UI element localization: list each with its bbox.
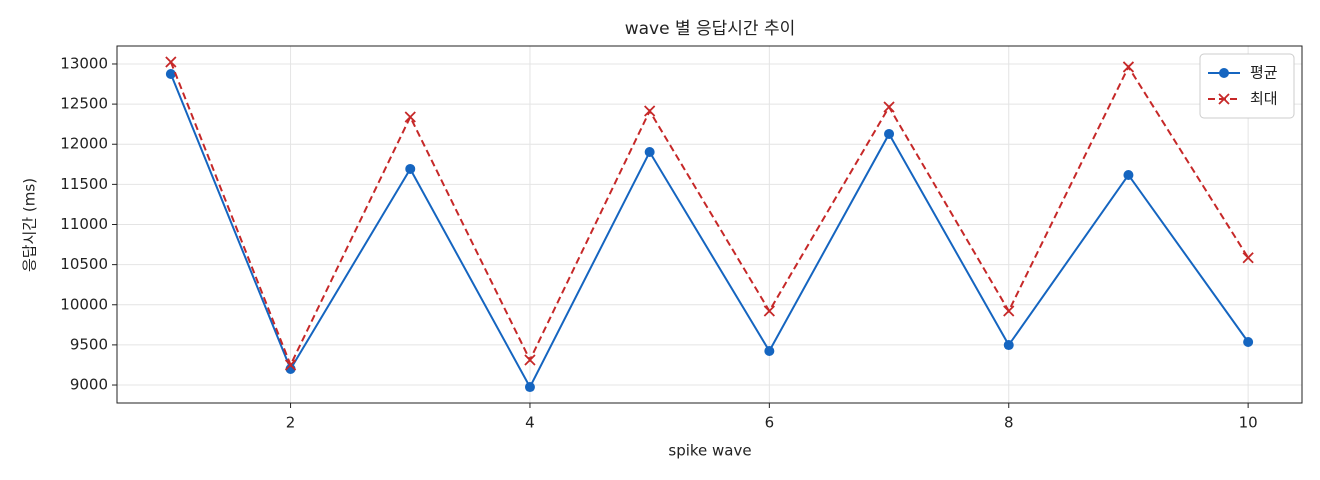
marker (404, 111, 416, 123)
marker (883, 101, 895, 113)
series-line (169, 73, 1249, 390)
plot-frame (116, 45, 1303, 404)
marker (644, 105, 656, 117)
y-tick-label: 10500 (60, 255, 108, 273)
y-tick-label: 11500 (60, 175, 108, 193)
marker (884, 128, 895, 139)
marker (524, 354, 536, 366)
marker (405, 163, 416, 174)
y-tick-label: 9500 (70, 335, 108, 353)
y-axis-label: 응답시간 (ms) (21, 178, 39, 272)
x-tick-label: 2 (286, 414, 296, 432)
x-tick-label: 8 (1004, 414, 1014, 432)
marker (1003, 340, 1014, 351)
marker (284, 359, 297, 371)
y-tick-label: 12500 (60, 95, 108, 113)
y-tick-label: 13000 (60, 54, 108, 72)
marker (165, 56, 177, 68)
x-axis-label: spike wave (668, 442, 751, 460)
chart-title: wave 별 응답시간 추이 (625, 19, 796, 39)
marker (763, 305, 775, 317)
marker (644, 147, 655, 158)
y-tick-label: 11000 (60, 215, 108, 233)
legend-box (1199, 53, 1295, 119)
marker (1242, 252, 1254, 264)
marker (1243, 337, 1254, 348)
marker (524, 382, 535, 393)
legend-marker (1219, 68, 1229, 78)
x-tick-label: 6 (765, 414, 775, 432)
marker (165, 69, 176, 80)
series-line (169, 61, 1249, 368)
legend-label: 최대 (1250, 90, 1278, 108)
y-tick-label: 9000 (70, 376, 108, 394)
marker (764, 345, 775, 356)
x-tick-label: 4 (525, 414, 535, 432)
x-tick-label: 10 (1239, 414, 1258, 432)
legend-label: 평균 (1250, 64, 1278, 82)
marker (1122, 61, 1135, 73)
marker (1123, 169, 1134, 180)
marker (1003, 305, 1015, 317)
legend-marker (1218, 93, 1230, 105)
y-tick-label: 12000 (60, 135, 108, 153)
y-tick-label: 10000 (60, 295, 108, 313)
